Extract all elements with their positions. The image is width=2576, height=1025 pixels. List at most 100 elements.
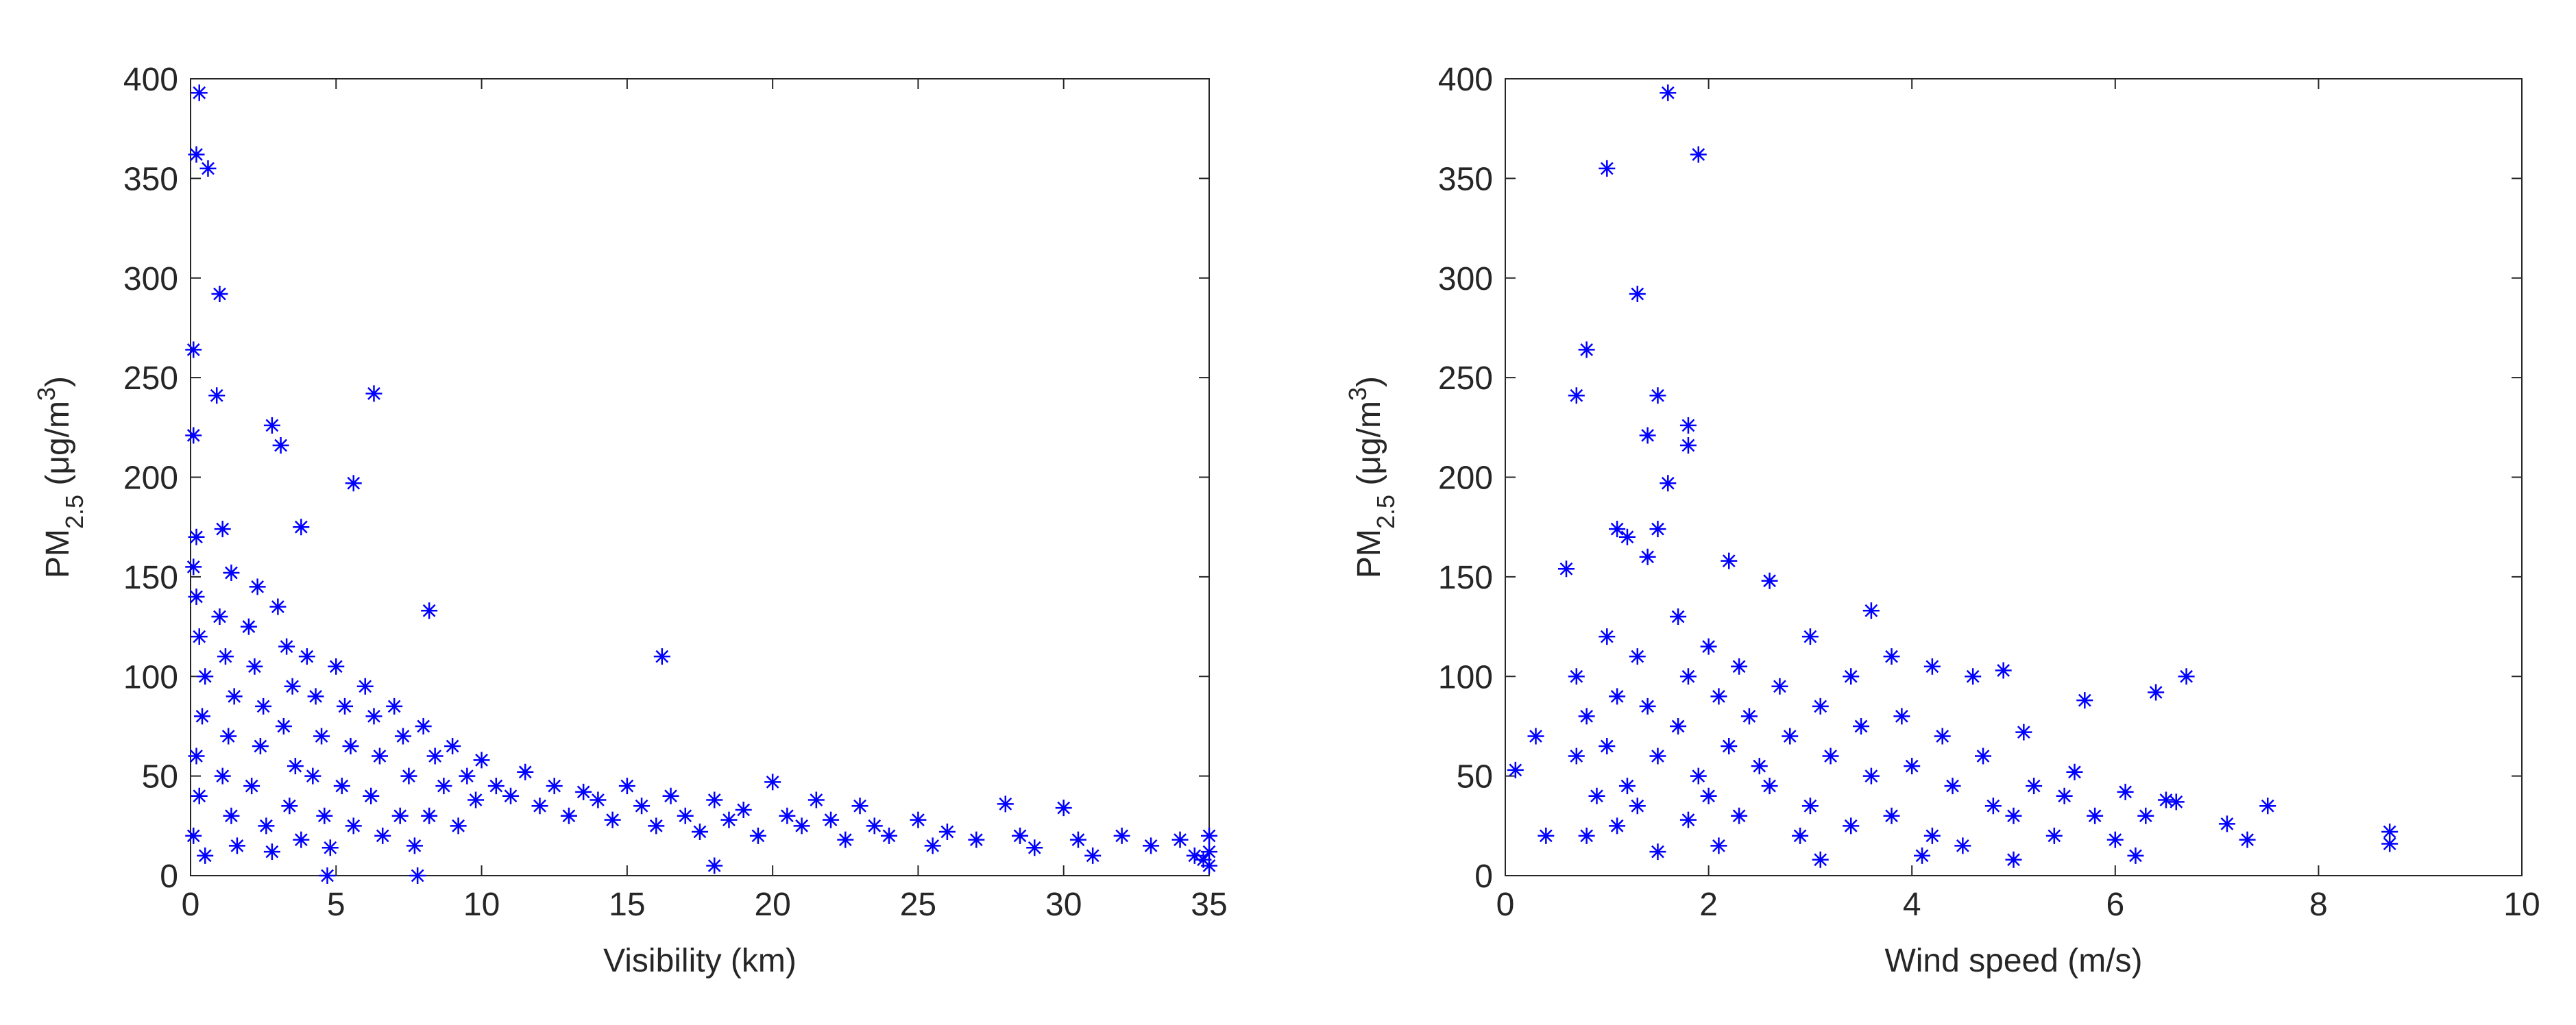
y-tick-label: 100 [1438, 659, 1493, 695]
data-point [1599, 160, 1616, 177]
data-point [1731, 658, 1748, 675]
data-point [467, 791, 485, 808]
data-point [214, 521, 231, 538]
data-point [575, 783, 592, 800]
data-point [1629, 286, 1646, 303]
data-point [406, 837, 423, 854]
x-tick-label: 10 [2503, 887, 2540, 923]
data-point [426, 748, 443, 765]
data-point [1527, 728, 1544, 745]
data-point [837, 831, 854, 848]
data-point [1853, 717, 1870, 734]
data-point [662, 787, 679, 804]
data-point [444, 738, 461, 755]
data-point [321, 839, 339, 856]
y-tick-label: 150 [1438, 560, 1493, 596]
data-point [517, 763, 534, 780]
data-point [2066, 763, 2083, 780]
data-point [823, 811, 840, 828]
x-tick-label: 8 [2309, 887, 2328, 923]
data-point [363, 787, 380, 804]
data-point [1690, 767, 1707, 785]
data-point [1923, 658, 1941, 675]
data-point [2239, 831, 2256, 848]
x-tick-label: 15 [609, 887, 645, 923]
y-axis-label-part: (μg/m [40, 401, 76, 495]
data-point [1679, 668, 1697, 685]
data-point [1568, 387, 1585, 404]
y-axis-label-part: ) [40, 376, 76, 387]
y-axis-label-part: 3 [1344, 387, 1372, 401]
data-point [226, 688, 243, 705]
x-tick-label: 5 [327, 887, 345, 923]
data-point [706, 857, 723, 874]
y-axis-label-part: PM [40, 529, 76, 578]
y-tick-label: 200 [1438, 460, 1493, 497]
data-point [386, 697, 403, 715]
data-point [1055, 800, 1072, 817]
data-point [214, 767, 231, 785]
data-point [333, 778, 350, 795]
data-point [2218, 815, 2235, 832]
data-point [185, 427, 202, 444]
data-point [1578, 341, 1595, 358]
data-point [531, 798, 548, 815]
data-point [2087, 807, 2104, 824]
y-axis-label: PM2.5 (μg/m3) [1344, 376, 1400, 578]
data-point [2045, 827, 2063, 844]
data-point [749, 827, 766, 844]
x-tick-label: 4 [1903, 887, 1921, 923]
data-point [1649, 387, 1666, 404]
y-tick-label: 400 [123, 62, 178, 98]
data-point [1679, 436, 1697, 454]
data-point [365, 708, 382, 725]
data-point [2157, 791, 2174, 808]
data-point [409, 867, 426, 884]
data-point [1609, 817, 1626, 835]
data-point [319, 867, 336, 884]
data-point [255, 697, 272, 715]
data-point [618, 778, 635, 795]
data-point [278, 638, 295, 655]
data-point [1578, 708, 1595, 725]
data-point [1186, 847, 1203, 864]
data-point [252, 738, 269, 755]
data-point [1761, 778, 1778, 795]
x-axis-label: Wind speed (m/s) [1884, 943, 2142, 979]
data-point [220, 728, 237, 745]
data-point [337, 697, 354, 715]
y-tick-label: 150 [123, 560, 178, 596]
data-point [910, 811, 927, 828]
data-point [1721, 552, 1738, 569]
x-tick-label: 0 [182, 887, 200, 923]
data-point [1923, 827, 1941, 844]
y-tick-label: 50 [1457, 759, 1493, 795]
data-point [1862, 767, 1880, 785]
data-point [1609, 688, 1626, 705]
data-point [459, 767, 476, 785]
data-point [1618, 778, 1636, 795]
y-tick-label: 0 [160, 859, 178, 895]
data-point [304, 767, 321, 785]
data-point [1639, 697, 1656, 715]
data-point [1679, 811, 1697, 828]
data-point [2127, 847, 2144, 864]
data-point [1934, 728, 1951, 745]
data-point [316, 807, 333, 824]
data-point [246, 658, 263, 675]
data-point [1629, 798, 1646, 815]
y-tick-label: 400 [1438, 62, 1493, 98]
data-point [1660, 475, 1677, 492]
data-point [298, 648, 315, 665]
y-tick-label: 350 [1438, 161, 1493, 197]
data-point [590, 791, 607, 808]
data-point [307, 688, 324, 705]
data-point [191, 787, 208, 804]
data-point [1568, 748, 1585, 765]
x-tick-label: 0 [1496, 887, 1515, 923]
data-point [2005, 807, 2022, 824]
data-point [293, 519, 310, 536]
data-point [1893, 708, 1910, 725]
